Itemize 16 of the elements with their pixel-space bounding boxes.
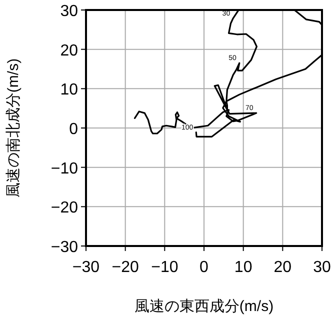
y-tick-label: 0	[69, 121, 78, 138]
x-tick-label: −10	[151, 259, 178, 276]
y-tick-label: −20	[50, 200, 78, 217]
x-tick-label: −30	[72, 259, 100, 276]
y-tick-label: 20	[60, 42, 78, 60]
y-tick-label: 10	[60, 82, 78, 99]
x-tick-label: 30	[313, 259, 331, 276]
x-tick-label: 0	[200, 259, 209, 276]
y-axis-title: 風速の南北成分(m/s)	[5, 58, 22, 198]
x-axis-title: 風速の東西成分(m/s)	[134, 298, 274, 315]
y-tick-label: −30	[50, 239, 78, 256]
y-tick-label: −10	[50, 160, 78, 178]
x-tick-label: 10	[234, 259, 252, 276]
x-tick-label: −20	[112, 259, 140, 276]
y-tick-label: 30	[60, 3, 78, 20]
x-tick-label: 20	[274, 259, 292, 276]
